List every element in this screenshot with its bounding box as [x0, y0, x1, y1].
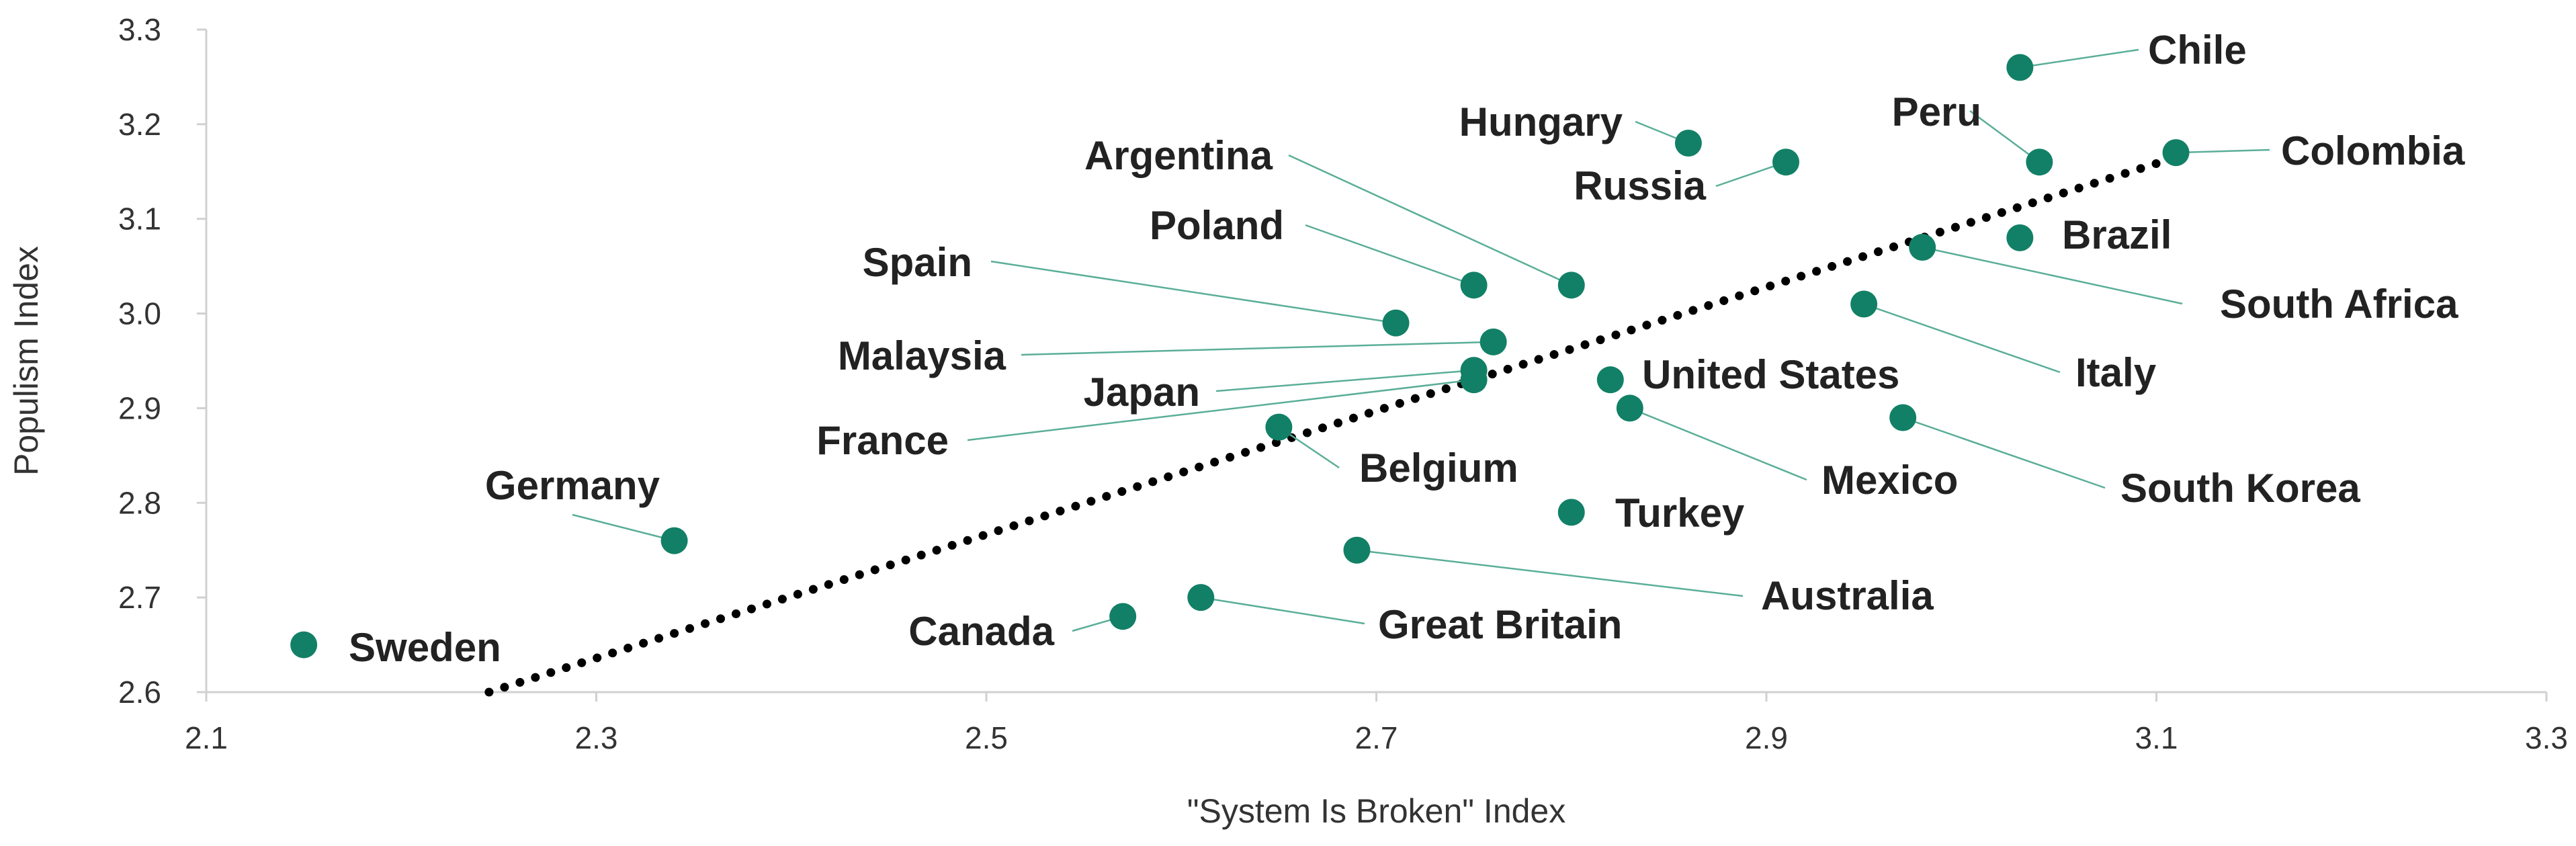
- axes: [205, 30, 2546, 693]
- leader-line: [967, 378, 1474, 441]
- data-points: [290, 54, 2190, 659]
- leader-line: [1357, 549, 1744, 597]
- y-tick-label: 3.2: [118, 107, 161, 142]
- y-tick-label: 2.6: [118, 675, 161, 710]
- leader-line: [1863, 303, 2061, 374]
- leader-line: [1215, 369, 1474, 392]
- point-label: Chile: [2148, 28, 2247, 73]
- leader-line: [1288, 154, 1572, 286]
- x-tick-label: 2.1: [185, 720, 228, 755]
- data-point: [660, 527, 688, 554]
- leader-line: [1201, 596, 1365, 625]
- trendline: [484, 153, 2181, 697]
- point-label: Poland: [1150, 203, 1284, 248]
- data-point: [290, 631, 318, 659]
- data-point: [1109, 603, 1137, 630]
- data-point: [1616, 394, 1643, 422]
- data-point: [2026, 149, 2053, 176]
- point-label: Japan: [1084, 370, 1200, 415]
- point-label: South Africa: [2220, 282, 2458, 327]
- data-point: [2162, 139, 2190, 167]
- x-tick-label: 3.1: [2135, 720, 2178, 755]
- point-label: Hungary: [1459, 99, 1623, 144]
- point-label: Argentina: [1084, 133, 1273, 178]
- x-tick-label: 3.3: [2525, 720, 2568, 755]
- point-label: France: [816, 418, 949, 463]
- data-point: [1382, 309, 1410, 337]
- leader-line: [1021, 341, 1494, 356]
- data-point: [1343, 536, 1371, 564]
- point-label: Malaysia: [838, 333, 1006, 378]
- data-point: [1460, 366, 1488, 394]
- x-tick-label: 2.5: [965, 720, 1008, 755]
- data-point: [1674, 130, 1702, 157]
- data-point: [1596, 366, 1624, 394]
- data-point: [1557, 271, 1585, 299]
- point-label: Spain: [863, 240, 972, 285]
- point-label: Sweden: [349, 625, 501, 670]
- data-point: [1265, 413, 1293, 441]
- point-label: Colombia: [2281, 128, 2465, 173]
- data-point: [1460, 271, 1488, 299]
- y-tick-label: 3.1: [118, 202, 161, 237]
- leader-lines: [572, 48, 2270, 632]
- leader-line: [1922, 246, 2183, 305]
- x-axis-title: "System Is Broken" Index: [1187, 792, 1566, 830]
- point-labels: Chile Colombia Peru Hungary Russia Brazil Sout…: [349, 28, 2465, 670]
- point-label: Germany: [485, 463, 660, 508]
- point-label: Australia: [1761, 573, 1934, 618]
- x-tick-label: 2.3: [575, 720, 618, 755]
- point-label: Russia: [1574, 163, 1706, 208]
- leader-line: [572, 513, 675, 542]
- point-label: Belgium: [1359, 446, 1518, 491]
- leader-line: [1629, 407, 1807, 481]
- y-tick-label: 3.3: [118, 12, 161, 47]
- y-tick-labels: 2.6 2.7 2.8 2.9 3.0 3.1 3.2 3.3: [118, 12, 206, 710]
- data-point: [2006, 224, 2034, 251]
- data-point: [1479, 328, 1507, 355]
- point-label: Canada: [908, 609, 1054, 654]
- leader-line: [1902, 417, 2106, 489]
- data-point: [2006, 54, 2034, 81]
- point-label: Brazil: [2062, 212, 2172, 257]
- data-point: [1909, 233, 1936, 261]
- data-point: [1187, 584, 1215, 611]
- y-tick-label: 2.9: [118, 390, 161, 425]
- point-label: Turkey: [1615, 491, 1745, 536]
- leader-line: [990, 260, 1396, 324]
- x-tick-label: 2.9: [1745, 720, 1788, 755]
- leader-line: [1305, 224, 1475, 286]
- leader-line: [1969, 110, 2041, 163]
- y-tick-label: 2.7: [118, 580, 161, 615]
- x-tick-label: 2.7: [1355, 720, 1398, 755]
- point-label: Great Britain: [1378, 602, 1622, 647]
- data-point: [1772, 149, 1800, 176]
- x-tick-labels: 2.1 2.3 2.5 2.7 2.9 3.1 3.3: [185, 692, 2568, 755]
- data-point: [1850, 290, 1878, 318]
- data-point: [1557, 499, 1585, 526]
- point-label: Mexico: [1821, 458, 1958, 503]
- point-label: South Korea: [2120, 466, 2360, 511]
- point-label: Peru: [1892, 89, 1981, 134]
- y-tick-label: 2.8: [118, 485, 161, 520]
- y-axis-title: Populism Index: [7, 246, 45, 476]
- y-tick-label: 3.0: [118, 296, 161, 331]
- point-label: United States: [1642, 352, 1899, 397]
- point-label: Italy: [2075, 350, 2157, 395]
- leader-line: [2176, 149, 2270, 154]
- data-point: [1889, 404, 1917, 431]
- leader-line: [2020, 48, 2139, 69]
